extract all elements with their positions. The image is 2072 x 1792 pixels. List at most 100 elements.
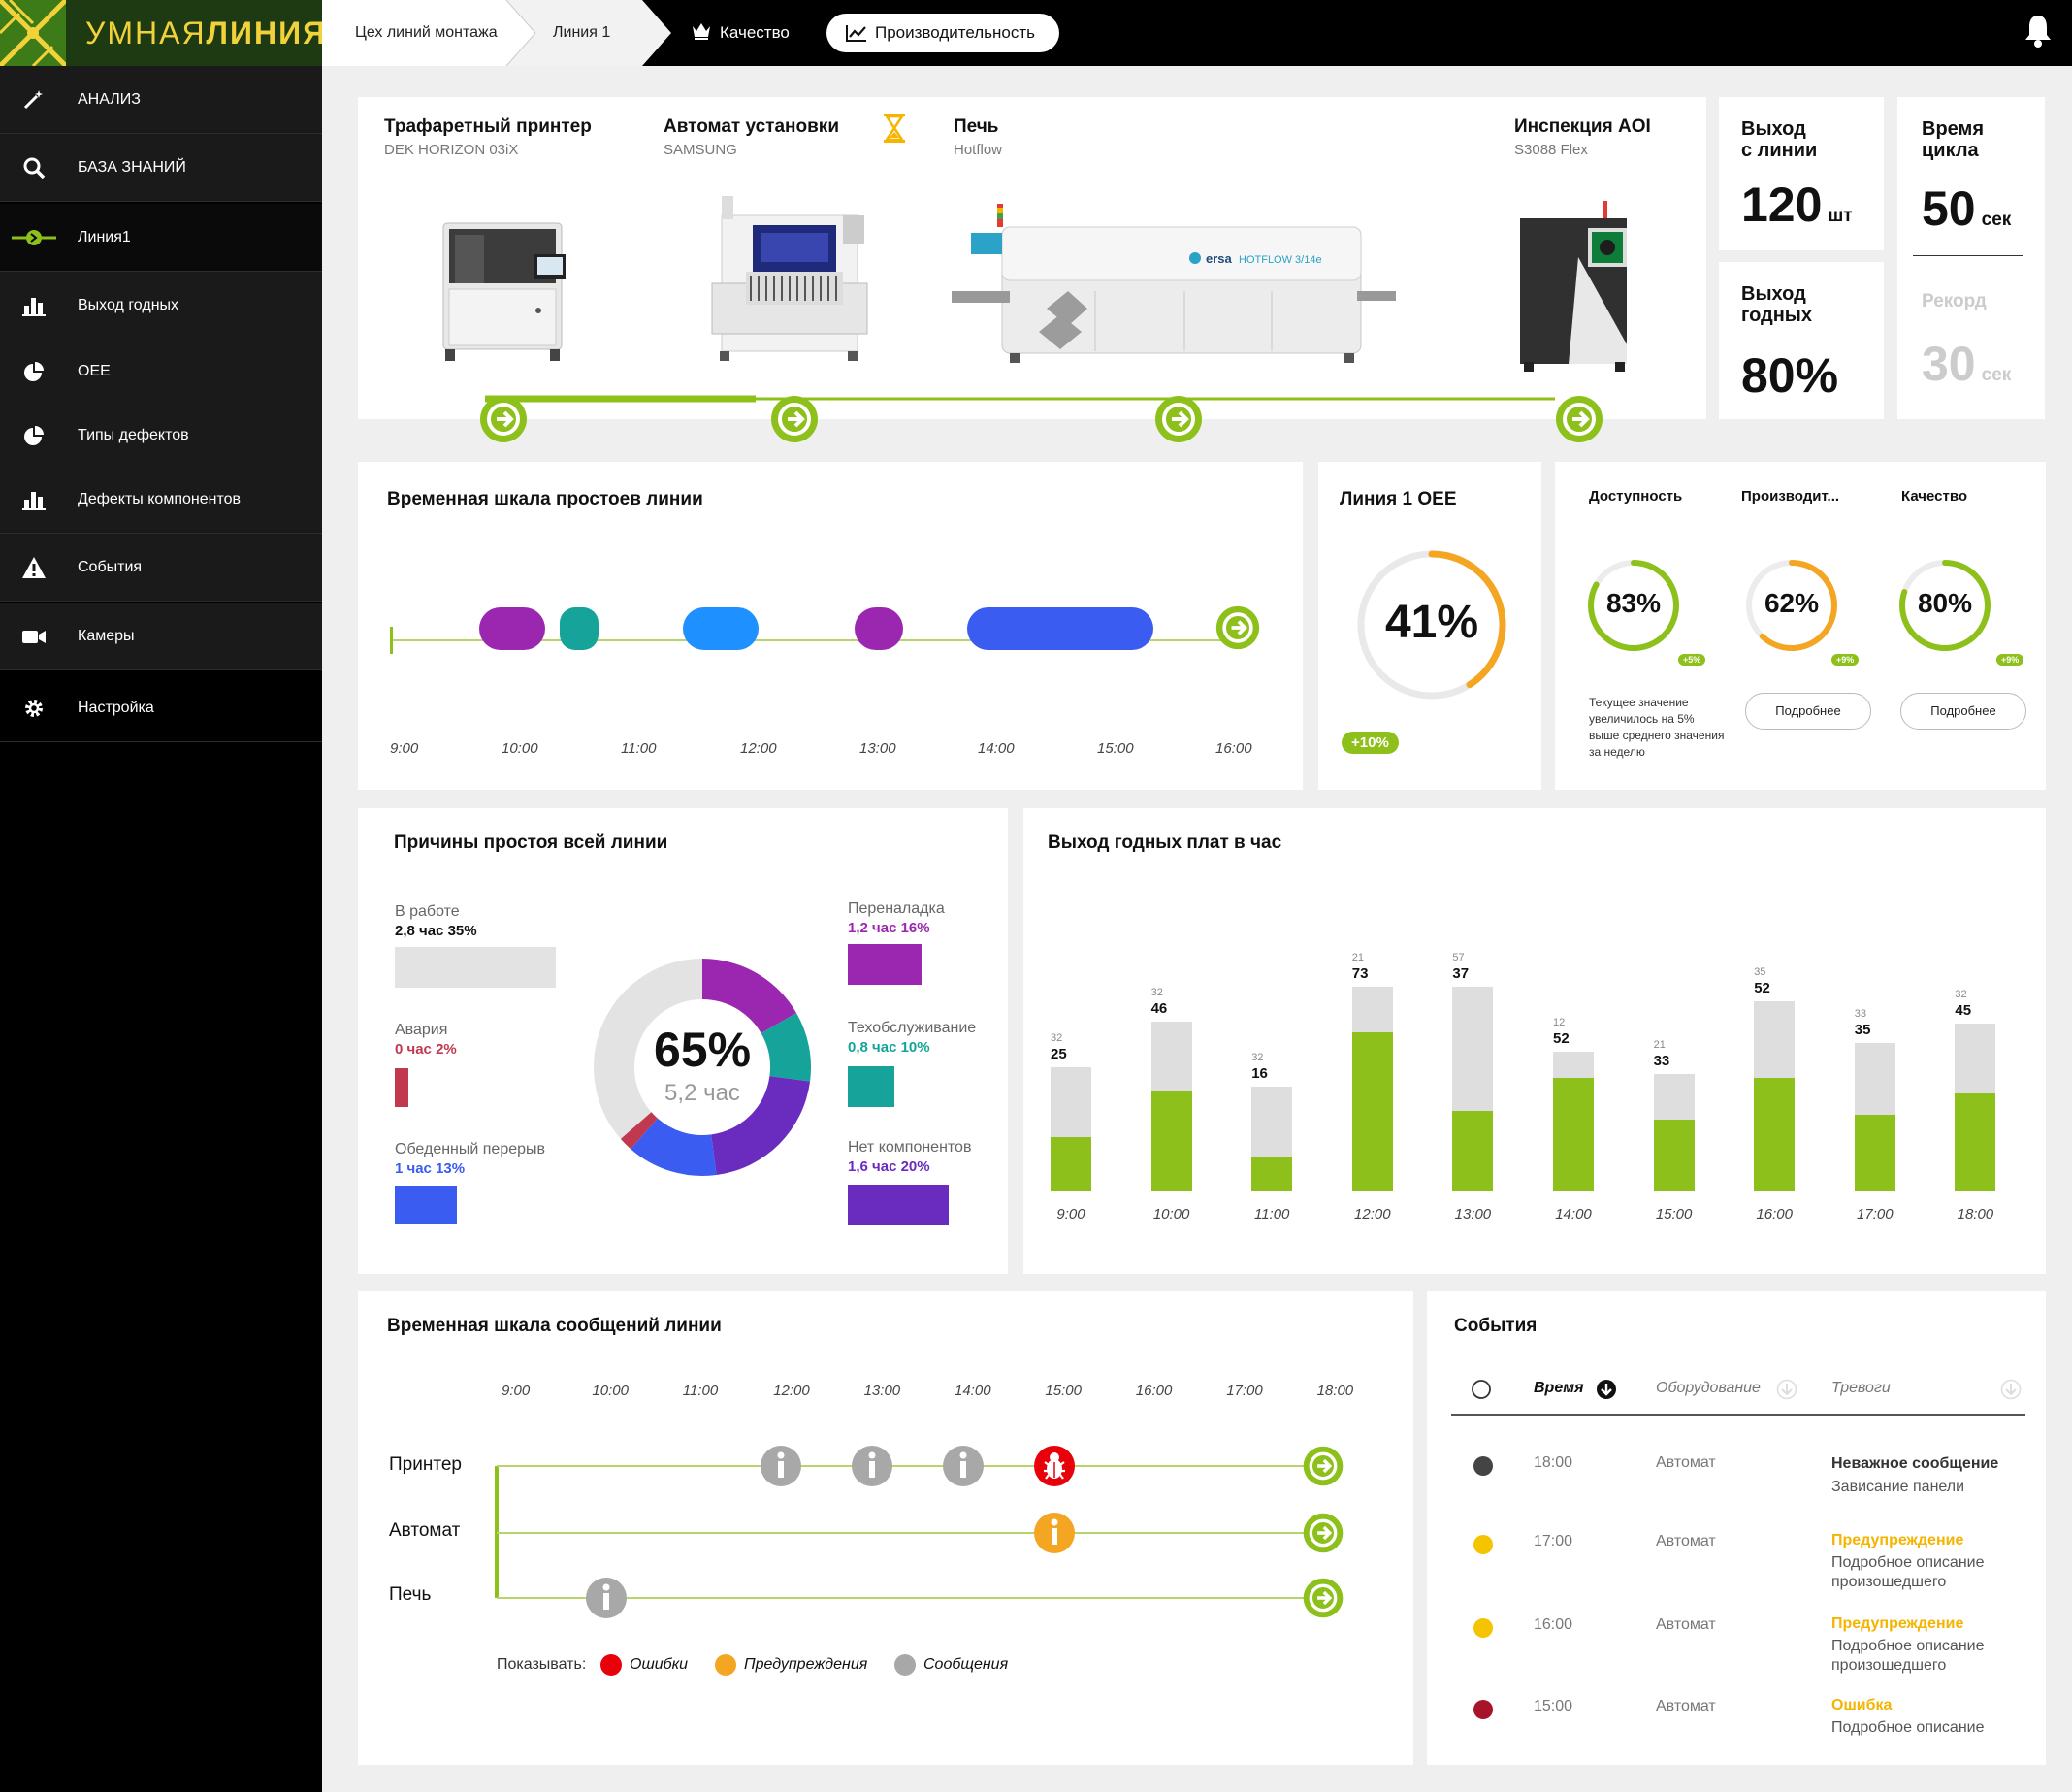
table-row[interactable]: 15:00 Автомат Ошибка Подробное описание — [1427, 1690, 2046, 1758]
sidebar-item-cameras[interactable]: Камеры — [0, 603, 322, 670]
sidebar-item-oee[interactable]: OEE — [0, 338, 322, 406]
yield-per-hour-card: Выход годных плат в час 32 25 9:00 32 46 10:0… — [1023, 808, 2046, 1274]
row-end-arrow-icon[interactable] — [1302, 1577, 1344, 1619]
downtime-segment[interactable] — [683, 607, 759, 650]
printer-machine-image[interactable] — [436, 213, 571, 364]
bar-remaining[interactable] — [1553, 1052, 1594, 1078]
kpi-line-output[interactable]: Выход с линии 120 шт — [1719, 97, 1884, 250]
sidebar-item-defect-types[interactable]: Типы дефектов — [0, 402, 322, 470]
flow-arrow-icon[interactable] — [1153, 394, 1204, 444]
bar-good[interactable] — [1051, 1136, 1091, 1191]
line-output-value: 120 — [1741, 178, 1823, 232]
sidebar-item-line1[interactable]: Линия1 — [0, 204, 322, 272]
flow-arrow-icon[interactable] — [1554, 394, 1604, 444]
performance-more-button[interactable]: Подробнее — [1745, 693, 1871, 730]
messages-timeline-card: Временная шкала сообщений линии 9:00 10:0… — [358, 1291, 1413, 1765]
app-logo[interactable]: УМНАЯЛИНИЯ — [0, 0, 325, 68]
bar-good[interactable] — [1754, 1078, 1796, 1191]
donut-slice[interactable] — [594, 959, 702, 1139]
sidebar-item-yield[interactable]: Выход годных — [0, 272, 322, 340]
bar-good[interactable] — [1452, 1110, 1494, 1191]
timeline-end-arrow-icon[interactable] — [1214, 604, 1261, 651]
column-time[interactable]: Время — [1534, 1380, 1584, 1396]
machine-printer-info[interactable]: Трафаретный принтер DEK HORIZON 03iX — [384, 116, 592, 158]
bar-good[interactable] — [1955, 1092, 1996, 1191]
donut-slice[interactable] — [711, 1076, 811, 1176]
kpi-yield[interactable]: Выход годных 80% — [1719, 262, 1884, 419]
sidebar-item-analysis[interactable]: АНАЛИЗ — [0, 66, 322, 134]
availability-gauge[interactable] — [1586, 558, 1681, 653]
row-end-arrow-icon[interactable] — [1302, 1445, 1344, 1487]
bar-remaining[interactable] — [1351, 986, 1393, 1032]
downtime-segment[interactable] — [560, 607, 599, 650]
reason-swatch — [395, 1068, 408, 1107]
bar-good[interactable] — [1251, 1157, 1293, 1191]
bar-good[interactable] — [1351, 1031, 1393, 1191]
sort-desc-icon[interactable] — [1596, 1379, 1617, 1400]
placer-machine-image[interactable] — [702, 186, 872, 363]
machine-oven-info[interactable]: Печь Hotflow — [954, 116, 1003, 158]
info-message-icon[interactable] — [942, 1445, 985, 1487]
donut-slice[interactable] — [631, 1118, 717, 1176]
flow-arrow-icon[interactable] — [769, 394, 820, 444]
oven-machine-image[interactable]: ersa HOTFLOW 3/14e — [952, 194, 1408, 367]
breadcrumb-shop[interactable]: Цех линий монтажа — [355, 24, 498, 41]
machine-placer-info[interactable]: Автомат установки SAMSUNG — [664, 116, 840, 158]
reason-label: Техобслуживание — [848, 1020, 977, 1036]
performance-gauge[interactable] — [1744, 558, 1839, 653]
bar-secondary-label: 57 — [1452, 951, 1465, 963]
sidebar-item-knowledge[interactable]: БАЗА ЗНАНИЙ — [0, 134, 322, 202]
bell-icon[interactable] — [2023, 14, 2053, 49]
tab-quality[interactable]: Качество — [691, 0, 790, 66]
column-alarms[interactable]: Тревоги — [1831, 1380, 1891, 1396]
bar-secondary-label: 32 — [1051, 1031, 1063, 1044]
sort-icon[interactable] — [1776, 1379, 1797, 1400]
tab-performance[interactable]: Производительность — [826, 14, 1059, 52]
table-row[interactable]: 18:00 Автомат Неважное сообщение Зависан… — [1427, 1447, 2046, 1515]
row-end-arrow-icon[interactable] — [1302, 1512, 1344, 1554]
donut-slice[interactable] — [620, 1112, 658, 1150]
donut-slice[interactable] — [761, 1013, 811, 1082]
breadcrumb-line[interactable]: Линия 1 — [553, 24, 611, 41]
column-equipment[interactable]: Оборудование — [1656, 1380, 1761, 1396]
bar-remaining[interactable] — [1754, 1001, 1796, 1078]
bar-good[interactable] — [1854, 1115, 1895, 1191]
bar-remaining[interactable] — [1854, 1043, 1895, 1116]
bar-good[interactable] — [1553, 1078, 1594, 1191]
downtime-reasons-title: Причины простоя всей линии — [394, 832, 668, 853]
time-tick: 17:00 — [1226, 1383, 1263, 1399]
sidebar: АНАЛИЗ БАЗА ЗНАНИЙ Линия1 Выход годных O… — [0, 66, 322, 1792]
downtime-segment[interactable] — [967, 607, 1153, 650]
sort-icon[interactable] — [2000, 1379, 2022, 1400]
kpi-cycle-time[interactable]: Время цикла 50 сек Рекорд 30 сек — [1897, 97, 2045, 419]
info-message-icon[interactable] — [760, 1445, 802, 1487]
bar-remaining[interactable] — [1251, 1087, 1293, 1157]
sidebar-item-events[interactable]: События — [0, 534, 322, 602]
downtime-segment[interactable] — [855, 607, 903, 650]
table-row[interactable]: 17:00 Автомат Предупреждение Подробное о… — [1427, 1525, 2046, 1603]
machine-aoi-info[interactable]: Инспекция AOI S3088 Flex — [1514, 116, 1651, 158]
aoi-machine-image[interactable] — [1510, 199, 1646, 372]
oee-card[interactable]: Линия 1 OEE 41% +10% — [1318, 462, 1541, 790]
info-message-icon[interactable] — [851, 1445, 893, 1487]
table-row[interactable]: 16:00 Автомат Предупреждение Подробное о… — [1427, 1609, 2046, 1686]
downtime-segment[interactable] — [479, 607, 545, 650]
warning-message-icon[interactable] — [1033, 1512, 1076, 1554]
downtime-donut-chart[interactable] — [591, 956, 814, 1179]
quality-gauge[interactable] — [1897, 558, 1992, 653]
bar-remaining[interactable] — [1452, 986, 1494, 1111]
quality-more-button[interactable]: Подробнее — [1900, 693, 2026, 730]
select-all-checkbox[interactable] — [1471, 1379, 1492, 1400]
error-bug-icon[interactable] — [1033, 1445, 1076, 1487]
flow-arrow-icon[interactable] — [478, 394, 529, 444]
bar-remaining[interactable] — [1150, 1021, 1192, 1091]
sidebar-item-component-defects[interactable]: Дефекты компонентов — [0, 466, 322, 534]
sidebar-item-settings[interactable]: Настройка — [0, 674, 322, 742]
info-message-icon[interactable] — [585, 1577, 628, 1619]
bar-remaining[interactable] — [1955, 1023, 1996, 1093]
bar-good[interactable] — [1150, 1091, 1192, 1191]
bar-remaining[interactable] — [1051, 1066, 1091, 1137]
bar-remaining[interactable] — [1653, 1073, 1695, 1120]
donut-slice[interactable] — [702, 959, 796, 1033]
bar-good[interactable] — [1653, 1119, 1695, 1191]
